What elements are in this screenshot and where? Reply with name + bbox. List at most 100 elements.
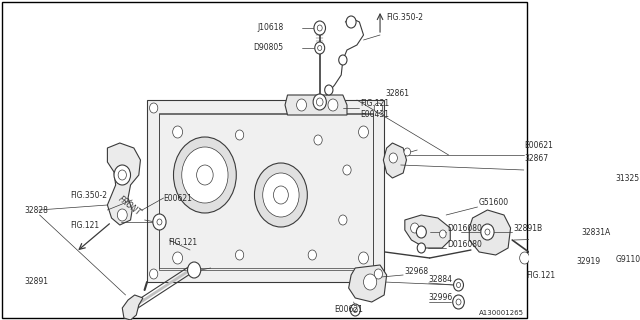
Ellipse shape [358,126,369,138]
Ellipse shape [607,247,620,263]
Text: J10618: J10618 [257,22,284,31]
Polygon shape [568,175,611,315]
Ellipse shape [150,269,158,279]
Text: 32884: 32884 [428,275,452,284]
Ellipse shape [586,192,591,198]
Text: 32867: 32867 [525,154,548,163]
Ellipse shape [173,126,182,138]
Ellipse shape [417,243,426,253]
Ellipse shape [389,153,397,163]
Ellipse shape [263,173,299,217]
Ellipse shape [586,292,591,298]
Text: D016080: D016080 [447,223,482,233]
Ellipse shape [255,163,307,227]
Text: 32861: 32861 [385,89,409,98]
Text: 32828: 32828 [25,205,49,214]
Ellipse shape [150,103,158,113]
Ellipse shape [350,304,360,316]
Ellipse shape [485,229,490,235]
Polygon shape [122,295,143,320]
Ellipse shape [153,214,166,230]
Ellipse shape [353,308,357,313]
Ellipse shape [339,55,347,65]
Ellipse shape [364,274,377,290]
Ellipse shape [358,252,369,264]
Ellipse shape [452,295,464,309]
Text: FIG.350-2: FIG.350-2 [387,12,424,21]
Ellipse shape [324,85,333,95]
Polygon shape [108,143,140,225]
Polygon shape [383,143,406,178]
Ellipse shape [404,148,411,156]
Polygon shape [405,215,451,248]
Ellipse shape [117,209,127,221]
Ellipse shape [597,250,605,260]
Text: E00621: E00621 [334,306,363,315]
Ellipse shape [374,103,383,113]
Text: E00431: E00431 [360,109,389,118]
Ellipse shape [114,165,131,185]
Text: E00621: E00621 [163,194,191,203]
Text: 32831A: 32831A [582,228,611,236]
Ellipse shape [456,299,461,305]
Ellipse shape [314,21,326,35]
Ellipse shape [173,252,182,264]
Polygon shape [159,113,373,270]
Ellipse shape [417,226,426,238]
Ellipse shape [315,42,324,54]
Text: G91108: G91108 [616,255,640,265]
Text: E00621: E00621 [525,140,554,149]
Ellipse shape [236,250,244,260]
Ellipse shape [314,135,322,145]
Polygon shape [147,100,384,282]
Text: A130001265: A130001265 [479,310,524,316]
Ellipse shape [308,250,316,260]
Text: 32996: 32996 [428,293,452,302]
Ellipse shape [173,137,236,213]
Polygon shape [285,95,347,115]
Ellipse shape [157,219,162,225]
Ellipse shape [328,99,338,111]
Ellipse shape [456,283,461,287]
Text: FIG.121: FIG.121 [168,237,198,246]
Text: FIG.121: FIG.121 [526,270,556,279]
Ellipse shape [411,223,419,233]
Text: G51600: G51600 [478,197,508,206]
Ellipse shape [582,287,595,303]
Ellipse shape [273,186,289,204]
Text: FIG.121: FIG.121 [360,99,389,108]
Ellipse shape [548,257,556,267]
Ellipse shape [374,269,383,279]
Polygon shape [349,265,387,302]
Text: 32919: 32919 [577,258,601,267]
Ellipse shape [339,215,347,225]
Text: D90805: D90805 [253,43,284,52]
Polygon shape [469,210,511,255]
Ellipse shape [343,165,351,175]
Ellipse shape [296,99,307,111]
Ellipse shape [440,230,446,238]
Ellipse shape [196,165,213,185]
Ellipse shape [188,262,201,278]
Ellipse shape [611,252,616,258]
Ellipse shape [317,25,322,31]
Text: 31325: 31325 [616,173,639,182]
Text: FIG.350-2: FIG.350-2 [70,190,108,199]
Polygon shape [452,296,464,308]
Ellipse shape [454,279,463,291]
Ellipse shape [313,94,326,110]
Ellipse shape [236,130,244,140]
Ellipse shape [481,224,494,240]
Ellipse shape [118,170,127,180]
Text: D016080: D016080 [447,239,482,249]
Text: 32968: 32968 [404,268,428,276]
Ellipse shape [582,187,595,203]
Text: FIG.121: FIG.121 [70,220,99,229]
Ellipse shape [346,16,356,28]
Ellipse shape [317,45,322,51]
Text: 32891B: 32891B [513,223,542,233]
Ellipse shape [316,98,323,106]
Text: FRONT: FRONT [116,195,143,218]
Ellipse shape [520,252,529,264]
Ellipse shape [182,147,228,203]
